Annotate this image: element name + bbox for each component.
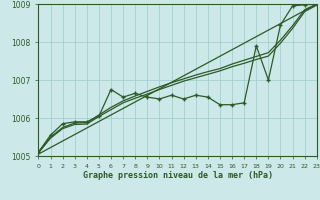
X-axis label: Graphe pression niveau de la mer (hPa): Graphe pression niveau de la mer (hPa) [83, 171, 273, 180]
